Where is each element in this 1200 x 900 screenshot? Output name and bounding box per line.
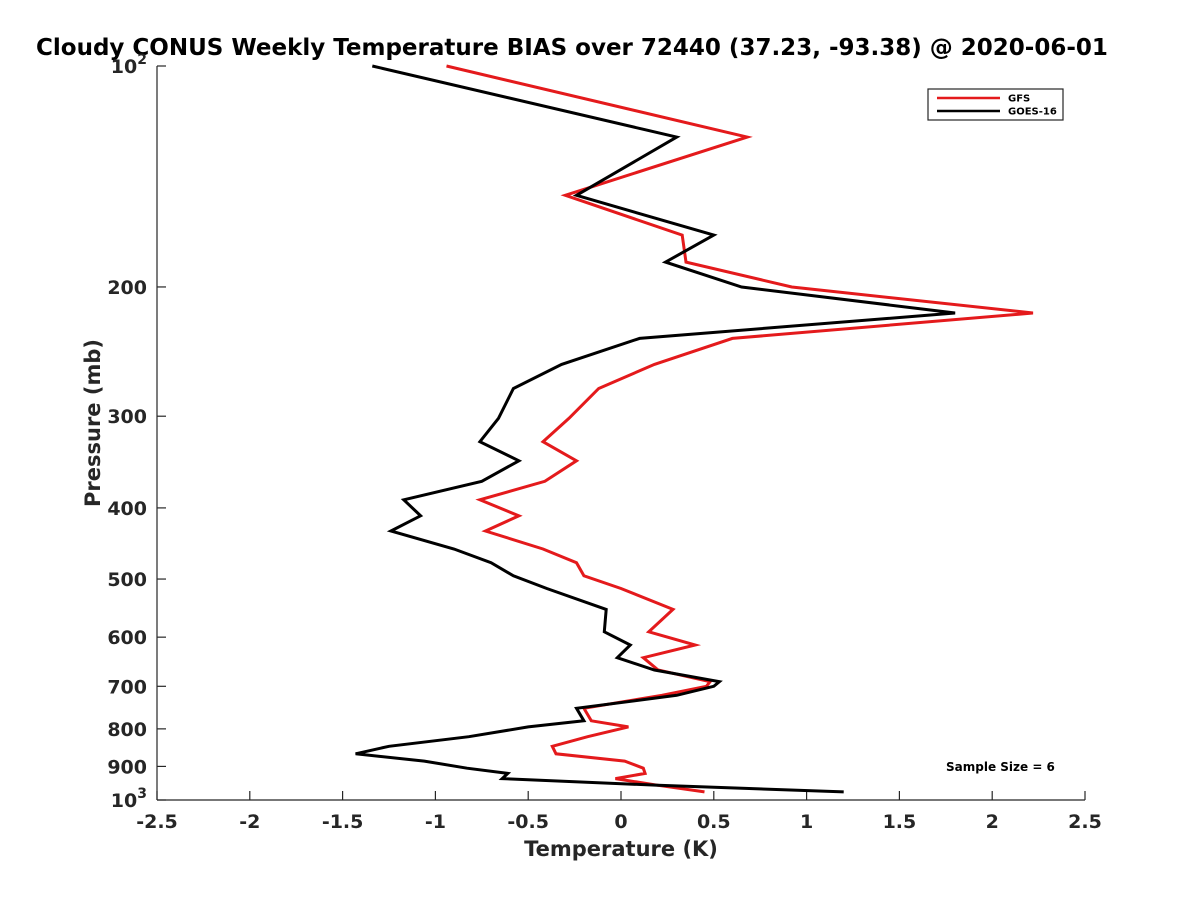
x-tick-label: 0 — [614, 811, 627, 833]
legend-label-goes16: GOES-16 — [1008, 107, 1057, 118]
x-tick-label: 2.5 — [1068, 811, 1102, 833]
y-tick-label: 103 — [111, 786, 147, 812]
y-axis-label: Pressure (mb) — [81, 339, 105, 507]
legend-label-gfs: GFS — [1008, 94, 1030, 105]
x-tick-label: 1 — [800, 811, 813, 833]
y-tick-label: 500 — [107, 569, 147, 591]
x-tick-label: -2 — [239, 811, 260, 833]
y-tick-label: 300 — [107, 406, 147, 428]
chart-title: Cloudy CONUS Weekly Temperature BIAS ove… — [36, 35, 1108, 61]
series-line-gfs — [446, 64, 1034, 794]
y-tick-label: 900 — [107, 756, 147, 778]
y-tick-label: 700 — [107, 676, 147, 698]
y-tick-label: 600 — [107, 627, 147, 649]
x-tick-label: -1 — [425, 811, 446, 833]
y-tick-label: 800 — [107, 719, 147, 741]
sample-size-annotation: Sample Size = 6 — [946, 760, 1055, 774]
series-lines — [355, 64, 1034, 794]
series-line-goes16 — [355, 64, 956, 794]
x-tick-label: 1.5 — [883, 811, 917, 833]
y-tick-label: 200 — [107, 277, 147, 299]
y-axis-ticks: 102 200 300 400 500 600 700 800 900 103 — [107, 52, 166, 812]
x-axis-ticks: -2.5 -2 -1.5 -1 -0.5 0 0.5 1 1.5 2 2.5 — [136, 791, 1102, 833]
x-tick-label: 2 — [986, 811, 999, 833]
y-tick-label: 400 — [107, 498, 147, 520]
x-tick-label: -0.5 — [507, 811, 549, 833]
legend-box — [927, 88, 1064, 121]
x-axis-label: Temperature (K) — [524, 837, 718, 861]
x-tick-label: -2.5 — [136, 811, 178, 833]
legend: GFS GOES-16 — [927, 88, 1064, 121]
y-tick-label: 102 — [111, 52, 147, 78]
x-tick-label: -1.5 — [322, 811, 364, 833]
x-tick-label: 0.5 — [697, 811, 731, 833]
